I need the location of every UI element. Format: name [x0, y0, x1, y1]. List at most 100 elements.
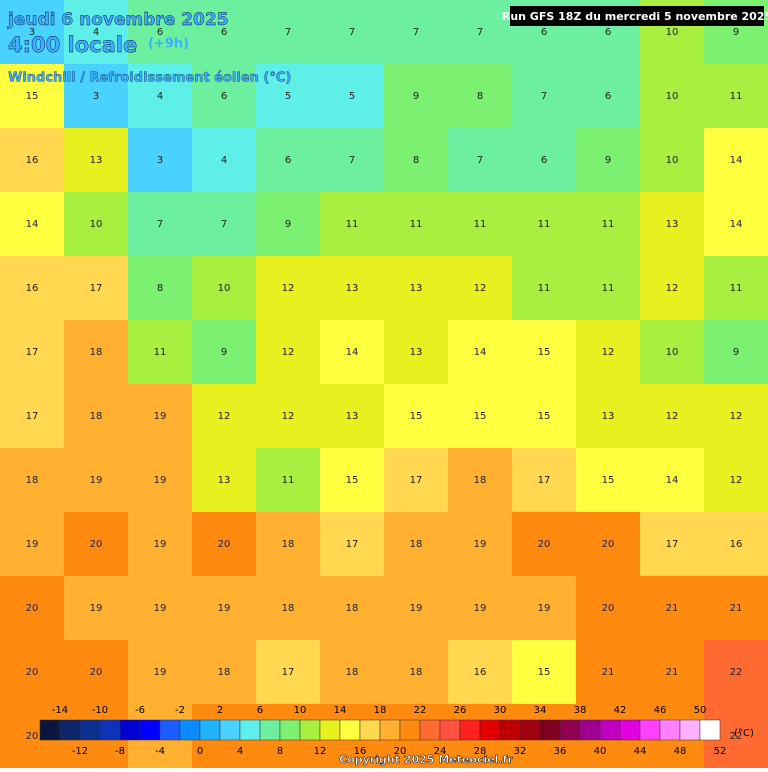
- map-value: 13: [602, 411, 615, 422]
- map-value: 17: [282, 667, 295, 678]
- map-value: 20: [26, 667, 39, 678]
- map-cell: [704, 640, 768, 705]
- map-cell: [384, 64, 449, 129]
- map-value: 16: [474, 667, 487, 678]
- legend-label-bottom: 48: [674, 746, 687, 757]
- legend-swatch: [659, 719, 681, 741]
- map-value: 21: [666, 667, 679, 678]
- legend-swatch: [379, 719, 401, 741]
- map-cell: [640, 640, 705, 705]
- map-value: 6: [541, 155, 547, 166]
- map-cell: [256, 576, 321, 641]
- map-value: 6: [605, 91, 611, 102]
- map-value: 19: [474, 603, 487, 614]
- map-value: 7: [157, 219, 163, 230]
- legend-label-bottom: 12: [314, 746, 327, 757]
- map-cell: [320, 256, 385, 321]
- legend-swatch: [339, 719, 361, 741]
- legend-label-bottom: -12: [72, 746, 88, 757]
- map-cell: [0, 640, 65, 705]
- map-cell: [128, 192, 193, 257]
- legend-label-bottom: 8: [277, 746, 283, 757]
- legend-swatch: [619, 719, 641, 741]
- map-value: 18: [282, 539, 295, 550]
- map-value: 20: [538, 539, 551, 550]
- legend-swatch: [499, 719, 521, 741]
- legend-label-bottom: 0: [197, 746, 203, 757]
- map-value: 13: [666, 219, 679, 230]
- map-cell: [512, 576, 577, 641]
- map-value: 7: [349, 27, 355, 38]
- map-value: 21: [602, 667, 615, 678]
- map-cell: [128, 128, 193, 193]
- map-cell: [64, 576, 129, 641]
- map-cell: [128, 320, 193, 385]
- map-value: 16: [730, 539, 743, 550]
- map-cell: [0, 576, 65, 641]
- map-value: 9: [413, 91, 419, 102]
- map-value: 9: [221, 347, 227, 358]
- legend-label-top: 2: [217, 705, 223, 716]
- map-cell: [640, 320, 705, 385]
- map-cell: [256, 512, 321, 577]
- map-cell: [64, 192, 129, 257]
- map-cell: [640, 64, 705, 129]
- map-cell: [448, 320, 513, 385]
- map-value: 17: [26, 411, 39, 422]
- map-cell: [448, 512, 513, 577]
- map-cell: [128, 256, 193, 321]
- legend-label-top: 46: [654, 705, 667, 716]
- map-cell: [448, 0, 513, 65]
- map-value: 3: [157, 155, 163, 166]
- legend-swatch: [519, 719, 541, 741]
- map-cell: [448, 640, 513, 705]
- legend-swatch: [299, 719, 321, 741]
- map-cell: [640, 256, 705, 321]
- map-value: 20: [90, 667, 103, 678]
- map-value: 12: [730, 475, 743, 486]
- map-cell: [320, 128, 385, 193]
- legend-label-bottom: 52: [714, 746, 727, 757]
- map-value: 7: [413, 27, 419, 38]
- map-value: 6: [605, 27, 611, 38]
- map-value: 8: [157, 283, 163, 294]
- legend-swatch: [259, 719, 281, 741]
- map-cell: [256, 128, 321, 193]
- map-cell: [576, 576, 641, 641]
- legend-swatch: [239, 719, 261, 741]
- map-value: 11: [602, 219, 615, 230]
- map-cell: [192, 384, 257, 449]
- map-value: 11: [410, 219, 423, 230]
- legend-label-bottom: 16: [354, 746, 367, 757]
- map-value: 12: [602, 347, 615, 358]
- run-box: [510, 6, 764, 26]
- map-cell: [128, 64, 193, 129]
- map-cell: [320, 384, 385, 449]
- map-value: 14: [666, 475, 679, 486]
- map-value: 18: [90, 347, 103, 358]
- map-value: 7: [477, 155, 483, 166]
- map-cell: [576, 256, 641, 321]
- map-cell: [384, 256, 449, 321]
- map-value: 3: [29, 27, 35, 38]
- legend-swatch: [699, 719, 721, 741]
- map-cell: [320, 512, 385, 577]
- map-value: 4: [157, 91, 163, 102]
- map-cell: [704, 256, 768, 321]
- map-cell: [64, 512, 129, 577]
- map-cell: [0, 192, 65, 257]
- map-cell: [192, 192, 257, 257]
- map-value: 12: [282, 411, 295, 422]
- map-value: 19: [154, 539, 167, 550]
- map-cell: [256, 448, 321, 513]
- map-value: 9: [733, 27, 739, 38]
- map-value: 17: [666, 539, 679, 550]
- map-value: 18: [346, 667, 359, 678]
- subtitle: Windchill / Refroidissement éolien (°C): [8, 71, 291, 86]
- map-cell: [448, 64, 513, 129]
- map-cell: [704, 384, 768, 449]
- legend-swatch: [399, 719, 421, 741]
- time: 4:00 locale: [8, 33, 137, 57]
- map-cell: [0, 320, 65, 385]
- legend-swatch: [139, 719, 161, 741]
